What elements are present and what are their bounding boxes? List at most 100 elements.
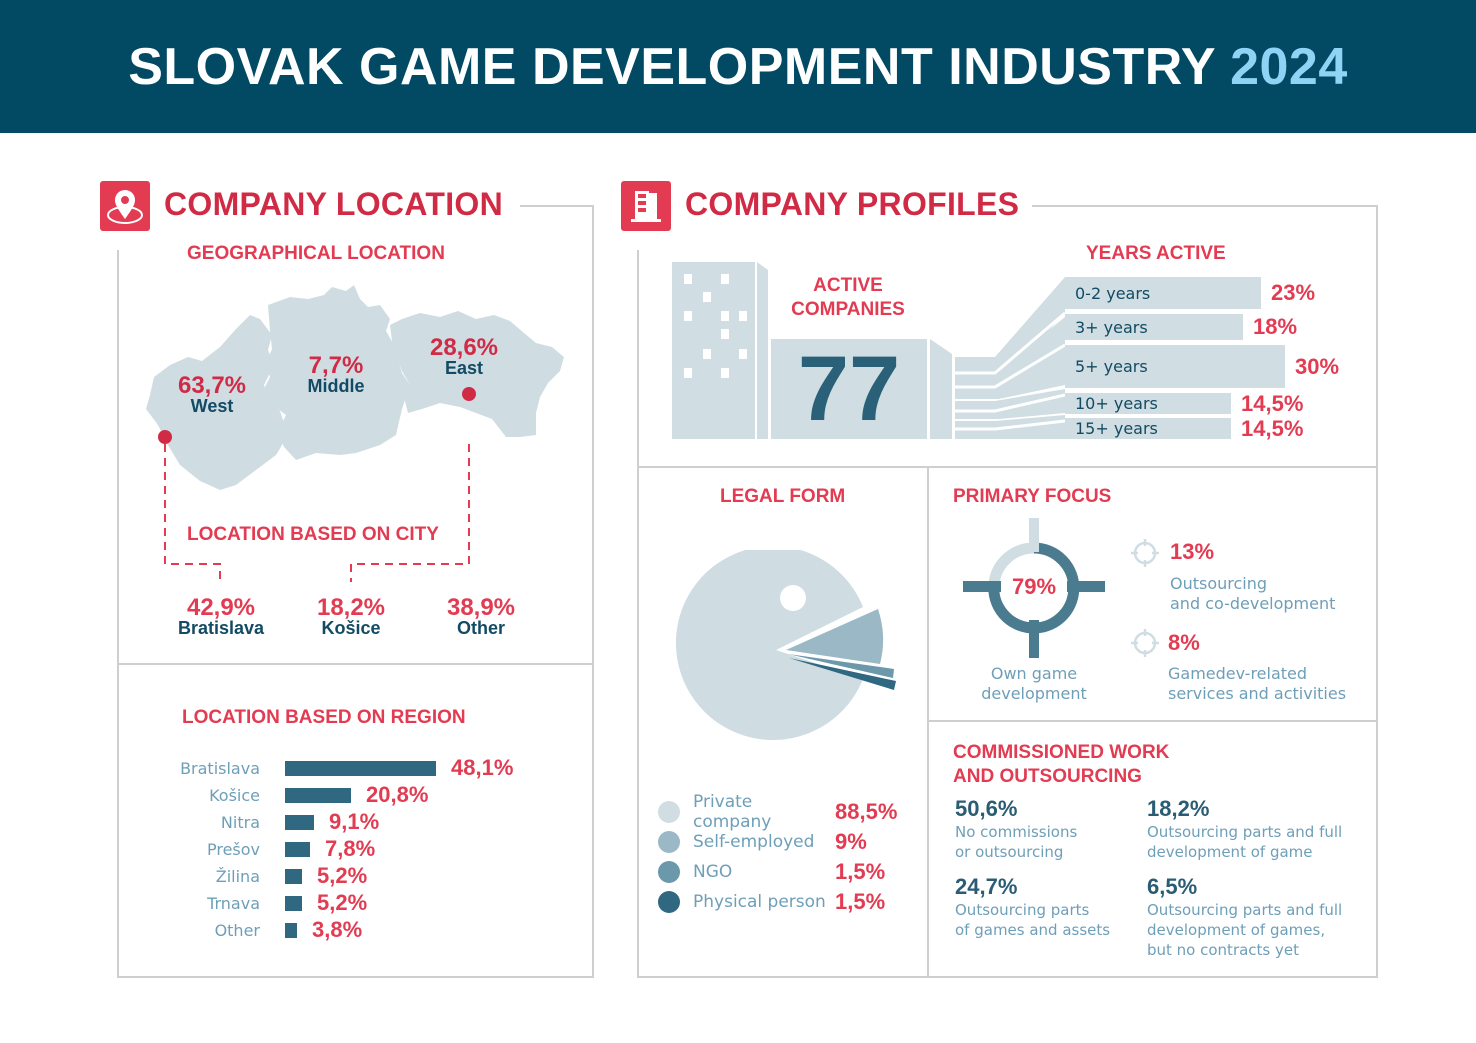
focus-label-line2: and co-development (1170, 594, 1336, 613)
commissioned-title-line1: COMMISSIONED WORK (953, 742, 1170, 763)
bar (285, 760, 436, 776)
bar-label: Žilina (215, 866, 260, 886)
crosshair-icon (1131, 539, 1159, 567)
years-bar: 0-2 years (1065, 277, 1261, 309)
legal-form-pie (676, 550, 896, 740)
buildings-illustration (672, 262, 952, 439)
bratislava-marker (158, 430, 172, 444)
focus-pct: 13% (1170, 539, 1215, 564)
focus-label-line1: Outsourcing (1170, 574, 1268, 593)
city-location-title: LOCATION BASED ON CITY (187, 524, 439, 545)
years-bar: 3+ years (1065, 314, 1243, 340)
bar-label: Nitra (220, 812, 260, 832)
west-pct: 63,7% (177, 372, 247, 399)
bar (285, 787, 351, 803)
legend-value: 9% (835, 829, 867, 854)
commissioned-pct: 18,2% (1147, 796, 1210, 821)
frame-line (520, 205, 594, 207)
legend-value: 1,5% (835, 889, 886, 914)
legend-swatch (658, 831, 680, 853)
legend-swatch (658, 801, 680, 823)
frame-line (592, 205, 594, 978)
company-profiles-title: COMPANY PROFILES (685, 186, 1020, 222)
bar-value: 5,2% (317, 863, 368, 888)
commissioned-title: COMMISSIONED WORK AND OUTSOURCING (953, 741, 1169, 789)
frame-line (117, 250, 119, 978)
region-bar-row: Žilina 5,2% (170, 863, 368, 888)
years-row: 10+ years 14,5% (1065, 390, 1304, 416)
legend-value: 1,5% (835, 859, 886, 884)
years-active-title: YEARS ACTIVE (1086, 243, 1226, 264)
commissioned-pct: 50,6% (955, 796, 1018, 821)
crosshair-icon (1131, 629, 1159, 657)
frame-line (637, 976, 1378, 978)
bar-value: 3,8% (312, 917, 363, 942)
commissioned-pct: 24,7% (955, 874, 1018, 899)
years-value: 14,5% (1241, 415, 1304, 441)
map-middle (264, 285, 410, 460)
years-row: 0-2 years 23% (1065, 277, 1315, 309)
bar-value: 20,8% (366, 782, 429, 807)
commissioned-pct: 6,5% (1147, 874, 1198, 899)
region-bar-row: Košice 20,8% (170, 782, 429, 807)
bar (285, 868, 302, 884)
active-companies-count: 77 (797, 338, 901, 440)
years-bar: 15+ years (1065, 418, 1231, 439)
city-label: Bratislava (177, 618, 265, 638)
region-middle: 7,7% Middle (286, 352, 386, 397)
commissioned-desc: but no contracts yet (1147, 941, 1299, 959)
commissioned-desc: development of games, (1147, 921, 1326, 939)
bar-value: 7,8% (325, 836, 376, 861)
building-icon (621, 181, 671, 231)
bar-label: Trnava (207, 893, 260, 913)
bar-value: 5,2% (317, 890, 368, 915)
middle-pct: 7,7% (308, 352, 364, 379)
frame-line (1032, 205, 1378, 207)
kosice-marker (462, 387, 476, 401)
focus-label: Gamedev-related services and activities (1168, 664, 1346, 704)
city-pct: 38,9% (446, 594, 516, 621)
years-row: 5+ years 30% (1065, 345, 1339, 388)
legend-label: Physical person (693, 892, 826, 912)
divider (927, 720, 1378, 722)
bar-label: Other (214, 920, 260, 940)
region-bar-row: Other 3,8% (170, 917, 363, 942)
map-east (390, 311, 564, 437)
focus-label: Outsourcing and co-development (1170, 574, 1335, 614)
focus-main-line1: Own game (990, 664, 1078, 683)
legend-value: 88,5% (835, 799, 898, 824)
east-label: East (444, 358, 484, 378)
city-bratislava: 42,9% Bratislava (160, 594, 282, 639)
city-label: Košice (321, 618, 381, 638)
commissioned-desc: of games and assets (955, 921, 1111, 939)
divider (637, 466, 1378, 468)
commissioned-item: 24,7% Outsourcing parts of games and ass… (955, 874, 1110, 940)
map-pin-icon (100, 181, 150, 231)
commissioned-desc: Outsourcing parts (955, 901, 1090, 919)
region-bar-row: Bratislava 48,1% (170, 755, 513, 780)
page-title: SLOVAK GAME DEVELOPMENT INDUSTRY 2024 (128, 37, 1348, 97)
legend-swatch (658, 891, 680, 913)
city-other: 38,9% Other (426, 594, 536, 639)
company-location-title: COMPANY LOCATION (164, 186, 504, 222)
legend-row: Self-employed 9% (658, 829, 867, 855)
city-kosice: 18,2% Košice (296, 594, 406, 639)
active-label-line1: ACTIVE (813, 275, 883, 296)
legal-form-title: LEGAL FORM (720, 486, 846, 507)
header-banner: SLOVAK GAME DEVELOPMENT INDUSTRY 2024 (0, 0, 1476, 133)
bar (285, 814, 314, 830)
frame-line (117, 976, 594, 978)
years-value: 18% (1253, 314, 1298, 339)
legend-swatch (658, 861, 680, 883)
commissioned-desc: Outsourcing parts and full (1147, 823, 1343, 841)
years-value: 23% (1271, 280, 1316, 305)
legend-label: NGO (693, 862, 733, 882)
years-row: 3+ years 18% (1065, 314, 1297, 340)
region-west: 63,7% West (162, 372, 262, 417)
geo-location-title: GEOGRAPHICAL LOCATION (187, 243, 445, 264)
bar-label: Košice (209, 785, 260, 805)
focus-label-line1: Gamedev-related (1168, 664, 1308, 683)
active-label-line2: COMPANIES (791, 299, 905, 320)
years-value: 14,5% (1241, 390, 1304, 416)
frame-line (637, 250, 639, 978)
